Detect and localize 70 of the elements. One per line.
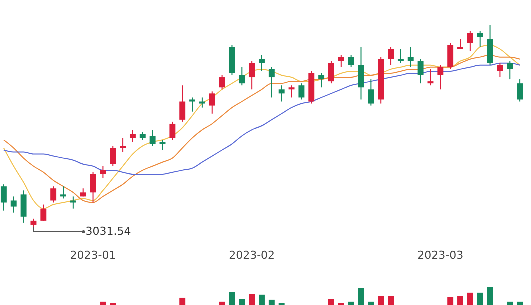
bar xyxy=(328,299,334,305)
bar xyxy=(229,292,236,305)
candlestick xyxy=(268,66,275,98)
candlestick xyxy=(358,46,364,100)
bar xyxy=(487,287,494,305)
candlestick xyxy=(70,196,76,210)
x-tick-label: 2023-02 xyxy=(229,249,276,262)
candlestick xyxy=(90,172,96,204)
candlestick xyxy=(288,85,295,98)
candlestick xyxy=(0,184,7,212)
candlestick xyxy=(209,91,216,114)
candlestick xyxy=(338,54,344,68)
bar xyxy=(388,296,394,305)
candlestick xyxy=(259,54,265,72)
bar xyxy=(467,292,474,305)
bar xyxy=(100,302,106,305)
candlestick xyxy=(328,60,334,84)
candlestick xyxy=(398,48,404,64)
candlestick xyxy=(130,130,136,143)
bar xyxy=(180,298,186,305)
candlestick xyxy=(298,83,305,100)
candlestick xyxy=(150,130,156,147)
candlestick xyxy=(160,140,166,151)
bar xyxy=(517,302,524,305)
x-tick-label: 2023-03 xyxy=(418,249,464,262)
candlestick xyxy=(388,46,394,66)
bar xyxy=(239,299,246,305)
candlestick xyxy=(170,121,176,141)
candlestick xyxy=(120,138,126,153)
candlestick xyxy=(428,68,434,86)
candlestick xyxy=(40,204,47,222)
annotation: 3031.54 xyxy=(86,225,132,238)
candlestick xyxy=(180,85,186,122)
candlestick xyxy=(438,64,444,90)
bar xyxy=(268,300,275,305)
candlestick xyxy=(408,46,414,68)
bar xyxy=(448,297,454,305)
candlestick xyxy=(110,146,116,167)
bar xyxy=(458,296,464,305)
candlestick xyxy=(199,97,206,108)
candlestick xyxy=(10,196,17,214)
candlestick xyxy=(477,30,484,48)
candlestick xyxy=(448,42,454,70)
bar xyxy=(259,294,265,305)
candlestick xyxy=(278,85,285,102)
candlestick xyxy=(50,186,57,204)
candlestick xyxy=(239,66,246,86)
candlestick xyxy=(467,30,474,52)
candlestick xyxy=(318,72,325,88)
candlestick xyxy=(517,79,524,102)
bar xyxy=(378,296,384,305)
candlestick xyxy=(497,62,504,78)
bar xyxy=(477,292,484,305)
bar xyxy=(249,294,256,305)
candlestick xyxy=(249,60,256,90)
candlestick xyxy=(348,54,354,68)
bar xyxy=(358,288,364,305)
candlestick xyxy=(20,190,27,224)
candlestick xyxy=(60,186,66,200)
bar xyxy=(219,302,226,305)
candlestick xyxy=(190,97,196,112)
candlestick xyxy=(100,166,106,180)
candlestick xyxy=(368,79,374,106)
candlestick xyxy=(507,60,514,80)
candlestick xyxy=(418,58,424,84)
x-tick-label: 2023-01 xyxy=(70,249,116,262)
bar xyxy=(368,302,374,305)
bar xyxy=(348,302,354,305)
bar xyxy=(507,302,514,305)
candlestick xyxy=(219,75,226,90)
